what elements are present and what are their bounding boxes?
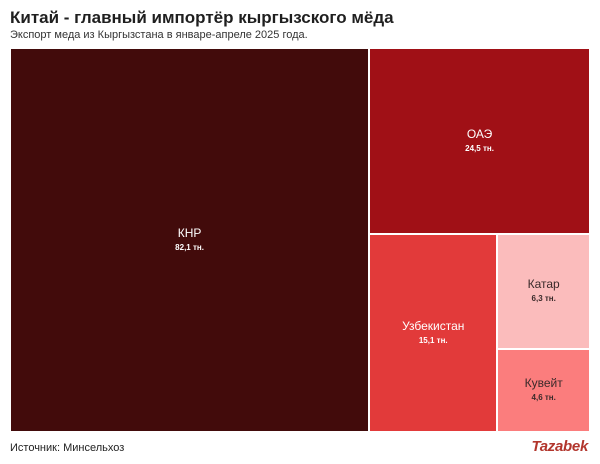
chart-subtitle: Экспорт меда из Кыргызстана в январе-апр… xyxy=(10,29,308,41)
treemap-tile: Кувейт 4,6 тн. xyxy=(497,348,590,432)
treemap-tile-value: 4,6 тн. xyxy=(531,392,556,402)
treemap-chart: КНР 82,1 тн. ОАЭ 24,5 тн. Узбекистан 15,1 тн.… xyxy=(10,48,590,432)
treemap-tile: Катар 6,3 тн. xyxy=(497,234,590,349)
treemap-tile-label: Катар xyxy=(527,276,560,291)
brand-logo: Tazabek xyxy=(531,438,588,455)
treemap-tile: ОАЭ 24,5 тн. xyxy=(369,48,590,235)
chart-title: Китай - главный импортёр кыргызского мёд… xyxy=(10,8,394,27)
treemap-tile: Узбекистан 15,1 тн. xyxy=(369,234,498,432)
treemap-tile-label: Узбекистан xyxy=(402,318,465,333)
treemap-tile-label: ОАЭ xyxy=(466,126,493,141)
treemap-tile-value: 15,1 тн. xyxy=(418,335,448,345)
source-note: Источник: Минсельхоз xyxy=(10,442,125,454)
treemap-tile-value: 6,3 тн. xyxy=(531,293,556,303)
treemap-tile-value: 24,5 тн. xyxy=(465,143,494,153)
treemap-tile-label: КНР xyxy=(177,225,202,240)
treemap-tile-value: 82,1 тн. xyxy=(175,242,204,252)
treemap-tile: КНР 82,1 тн. xyxy=(10,48,370,432)
treemap-tile-label: Кувейт xyxy=(524,375,563,390)
